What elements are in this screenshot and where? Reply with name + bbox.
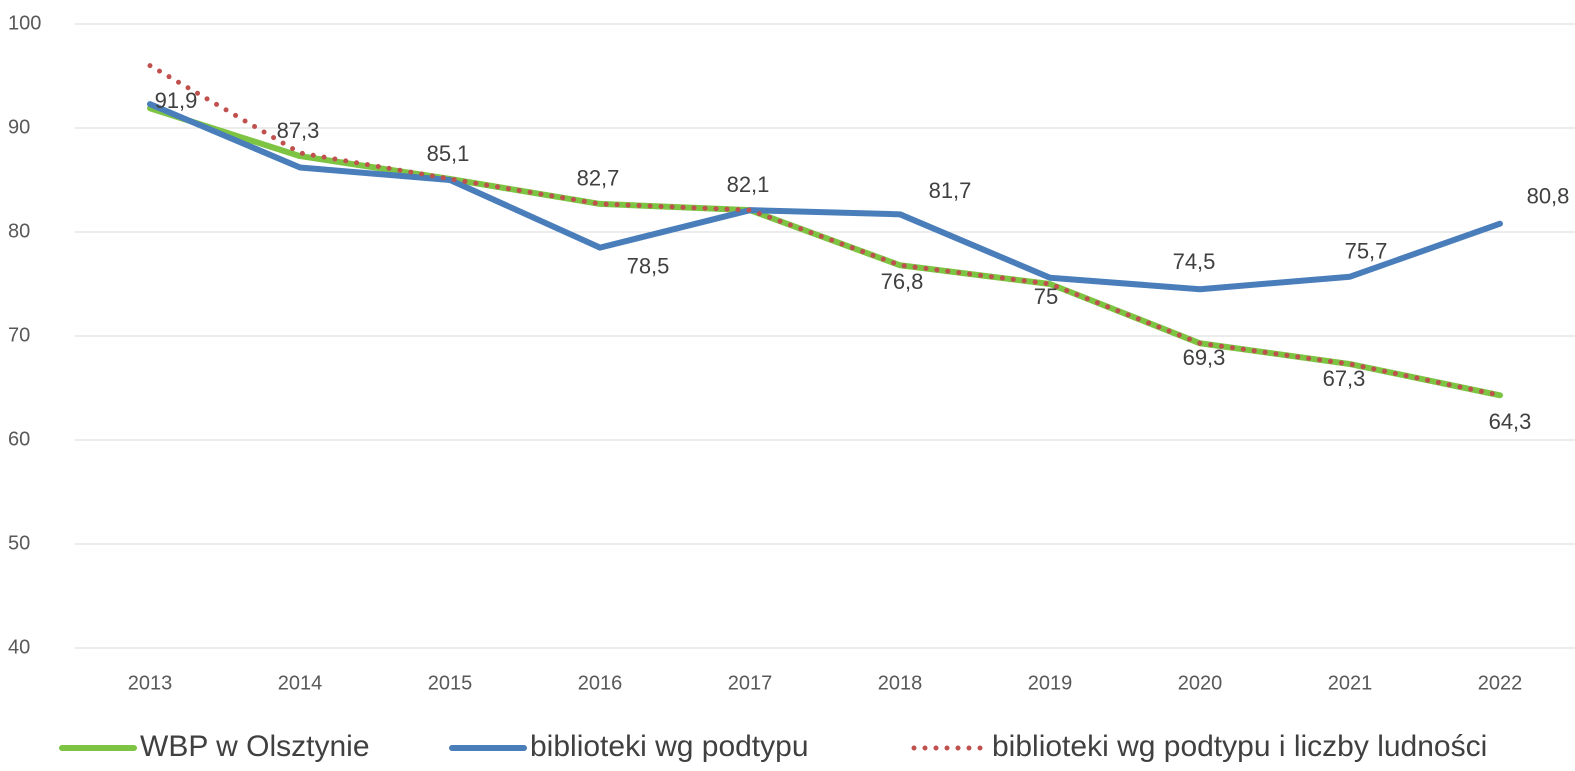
data-label: 74,5	[1173, 249, 1216, 274]
x-tick-label: 2015	[428, 672, 473, 694]
x-tick-label: 2014	[278, 672, 323, 694]
y-tick-label: 80	[8, 220, 30, 242]
x-tick-label: 2020	[1178, 672, 1223, 694]
data-label: 78,5	[627, 253, 670, 278]
line-series	[147, 101, 1503, 293]
data-label: 82,7	[577, 166, 620, 191]
x-tick-label: 2016	[578, 672, 623, 694]
x-tick-label: 2022	[1478, 672, 1523, 694]
data-label: 81,7	[929, 178, 972, 203]
legend-label: biblioteki wg podtypu	[530, 730, 809, 763]
data-label: 69,3	[1183, 345, 1226, 370]
line-series	[147, 105, 1503, 399]
y-tick-label: 60	[8, 428, 30, 450]
y-tick-label: 90	[8, 116, 30, 138]
x-tick-label: 2018	[878, 672, 923, 694]
x-tick-label: 2021	[1328, 672, 1373, 694]
data-label: 87,3	[277, 118, 320, 143]
x-tick-label: 2017	[728, 672, 773, 694]
data-label: 91,9	[155, 88, 198, 113]
data-label: 76,8	[881, 269, 924, 294]
data-label: 75,7	[1345, 239, 1388, 264]
x-tick-label: 2019	[1028, 672, 1073, 694]
legend-label: WBP w Olsztynie	[140, 730, 370, 763]
line-series	[147, 63, 1503, 398]
data-label: 82,1	[727, 172, 770, 197]
legend-label: biblioteki wg podtypu i liczby ludności	[992, 730, 1487, 763]
x-tick-label: 2013	[128, 672, 173, 694]
data-label: 64,3	[1489, 409, 1532, 434]
y-tick-label: 70	[8, 324, 30, 346]
data-label: 75	[1034, 284, 1058, 309]
y-tick-label: 100	[8, 12, 41, 34]
data-label: 67,3	[1323, 366, 1366, 391]
data-label: 80,8	[1527, 183, 1570, 208]
y-tick-label: 40	[8, 636, 30, 658]
data-label: 85,1	[427, 141, 470, 166]
y-tick-label: 50	[8, 532, 30, 554]
